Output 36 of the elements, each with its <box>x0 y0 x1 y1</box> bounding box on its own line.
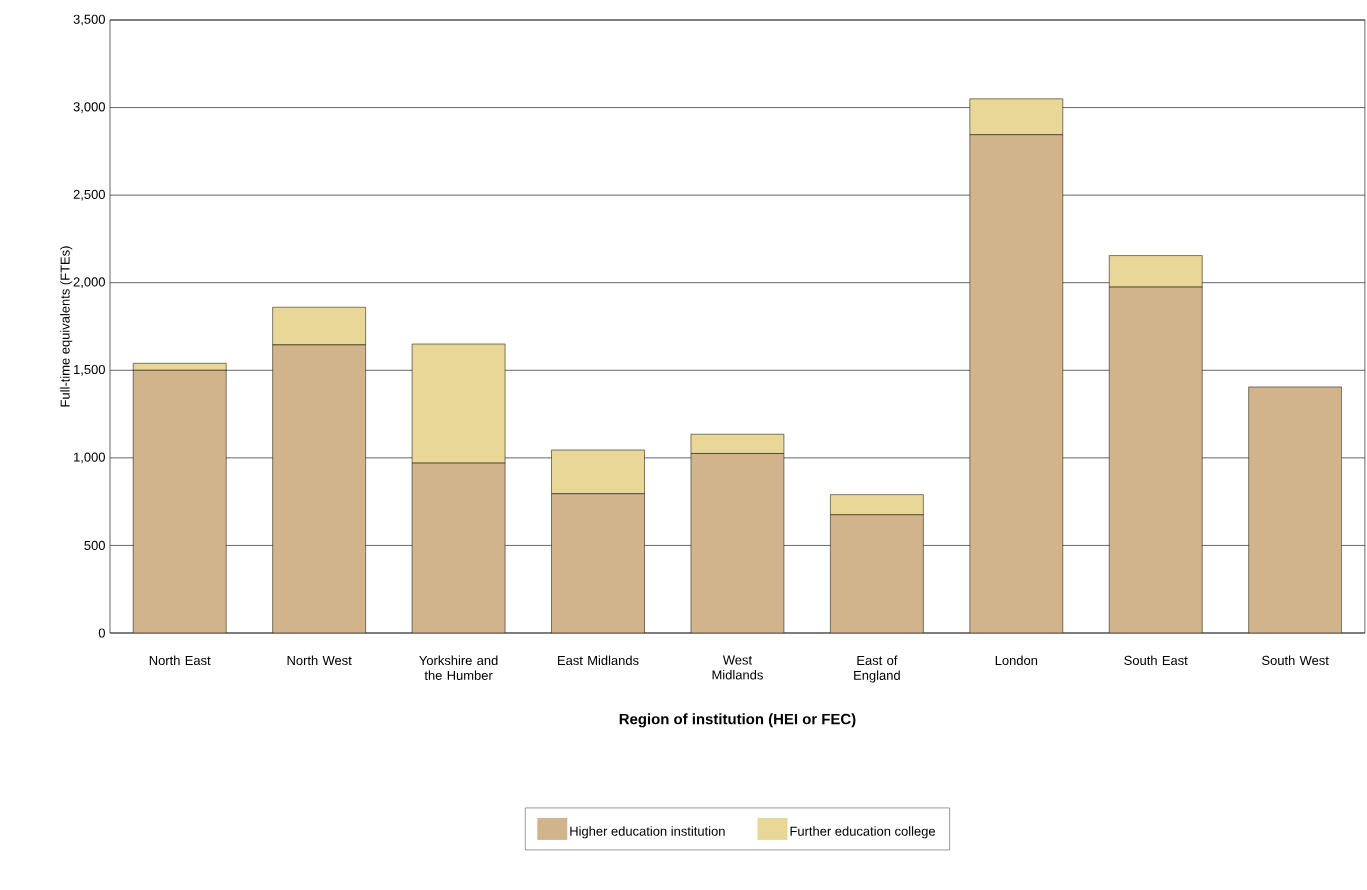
bar <box>690 433 785 454</box>
x-tick-label: West Midlands <box>712 655 763 680</box>
x-tick-label: Yorkshire and the Humber <box>419 655 498 680</box>
x-tick-label: East Midlands <box>558 655 639 666</box>
bar <box>1108 255 1203 288</box>
legend-label: Further education college <box>790 826 936 839</box>
y-tick-label: 0 <box>98 628 105 638</box>
bar <box>690 453 785 633</box>
y-tick-label: 500 <box>84 540 105 551</box>
bar <box>272 306 366 346</box>
y-tick-label: 1,000 <box>74 452 105 464</box>
bar <box>969 134 1064 633</box>
x-tick-label: East of England <box>854 655 900 683</box>
y-tick-label: 2,500 <box>73 189 105 201</box>
y-tick-label: 1,500 <box>74 364 105 376</box>
x-tick-label: North West <box>287 655 352 666</box>
bar <box>132 370 227 633</box>
y-axis-title: Full-time equivalents (FTEs) <box>60 246 73 407</box>
bar <box>551 493 645 633</box>
bar <box>551 449 645 495</box>
legend-label: Higher education institution <box>570 826 725 839</box>
x-tick-label: South West <box>1262 655 1329 666</box>
y-tick-label: 3,500 <box>73 14 105 26</box>
y-tick-label: 3,000 <box>73 102 105 113</box>
y-tick-label: 2,000 <box>73 277 105 289</box>
bar <box>830 514 924 633</box>
bar <box>1248 386 1342 633</box>
x-tick-label: North East <box>149 655 211 666</box>
bar <box>830 494 924 516</box>
bar <box>411 343 506 464</box>
bar <box>411 462 506 633</box>
x-tick-label: London <box>995 655 1038 666</box>
x-tick-label: South East <box>1124 655 1188 666</box>
bar <box>1108 286 1203 633</box>
x-axis-title: Region of institution (HEI or FEC) <box>619 713 856 728</box>
bar <box>272 344 366 633</box>
